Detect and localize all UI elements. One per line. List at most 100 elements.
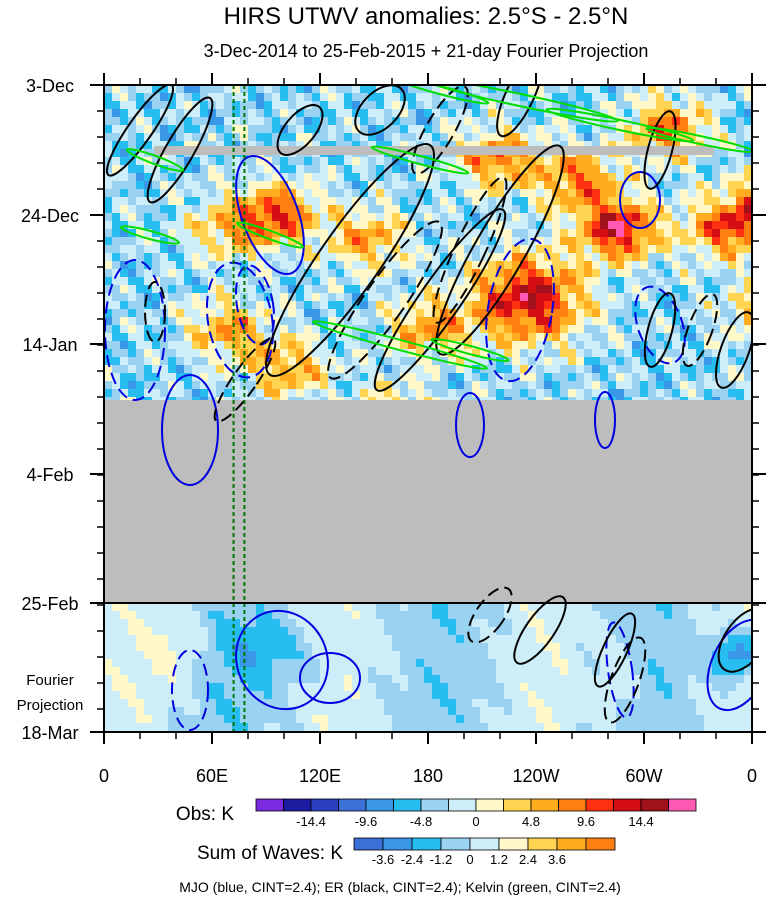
er-contour	[146, 96, 214, 204]
colorbar-swatch	[353, 837, 384, 851]
er-contour	[496, 85, 544, 138]
kelvin-contour	[120, 225, 180, 245]
reference-lines	[232, 85, 246, 732]
waves-colorbar-label: Sum of Waves: K	[197, 843, 343, 864]
colorbar-swatch	[393, 798, 422, 812]
er-contour	[681, 293, 719, 367]
er-contour	[354, 85, 406, 136]
colorbar-tick-label: -9.6	[355, 814, 377, 829]
y-axis-ticks: 3-Dec 24-Dec 14-Jan 4-Feb 25-Feb	[21, 76, 766, 733]
mjo-contour	[619, 171, 661, 229]
er-contour	[435, 144, 565, 356]
y-label-bottom: 18-Mar	[21, 723, 78, 743]
mjo-contour	[235, 609, 329, 711]
colorbar-swatch	[530, 798, 559, 812]
colorbar-swatch	[498, 837, 529, 851]
colorbar-tick-label: 14.4	[628, 814, 653, 829]
kelvin-contour	[545, 107, 695, 143]
colorbar-tick-label: 3.6	[548, 852, 566, 867]
mjo-contour	[706, 618, 752, 712]
colorbar-tick-label: 4.8	[522, 814, 540, 829]
mjo-contour	[455, 392, 485, 458]
colorbar-swatch	[527, 837, 558, 851]
er-contour	[593, 612, 637, 688]
obs-colorbar: Obs: K -14.4 -9.6 -4.8 0 4.8 9.6 14.4	[176, 798, 697, 829]
projection-label-line1: Fourier	[26, 672, 74, 689]
kelvin-contour	[236, 221, 304, 249]
er-contour	[715, 311, 752, 389]
y-tick-label: 14-Jan	[22, 335, 77, 355]
y-tick-label: 24-Dec	[21, 206, 79, 226]
chart-subtitle: 3-Dec-2014 to 25-Feb-2015 + 21-day Fouri…	[204, 41, 649, 61]
er-contour	[643, 292, 677, 368]
colorbar-swatch	[440, 837, 471, 851]
y-tick-label: 4-Feb	[26, 465, 73, 485]
mjo-contour	[594, 391, 616, 449]
colorbar-swatch	[503, 798, 532, 812]
waves-colorbar: Sum of Waves: K -3.6 -2.4 -1.2 0 1.2 2.4 3.6	[197, 837, 616, 867]
er-contour	[432, 176, 508, 324]
colorbar-swatch	[255, 798, 284, 812]
colorbar-swatch	[448, 798, 477, 812]
kelvin-contour	[421, 85, 619, 123]
colorbar-swatch	[668, 798, 697, 812]
colorbar-tick-label: -3.6	[372, 852, 394, 867]
x-axis-ticks: 0 60E 120E 180 120W 60W 0	[99, 73, 757, 786]
x-tick-label: 180	[413, 766, 443, 786]
er-contour	[327, 220, 443, 380]
colorbar-swatch	[283, 798, 312, 812]
y-tick-label: 3-Dec	[26, 76, 74, 96]
er-contour	[276, 104, 324, 156]
projected-anomaly-cells	[104, 603, 752, 732]
colorbar-swatch	[585, 798, 614, 812]
x-tick-label: 0	[747, 766, 757, 786]
er-contour	[717, 607, 752, 673]
colorbar-swatch	[585, 837, 616, 851]
colorbar-swatch	[613, 798, 642, 812]
y-tick-label: 25-Feb	[21, 594, 78, 614]
colorbar-swatch	[382, 837, 413, 851]
colorbar-swatch	[640, 798, 669, 812]
obs-colorbar-label: Obs: K	[176, 804, 234, 825]
colorbar-swatch	[475, 798, 504, 812]
plot-area	[103, 84, 753, 733]
kelvin-contour	[390, 85, 490, 105]
x-tick-label: 120W	[512, 766, 559, 786]
kelvin-contour	[645, 126, 752, 154]
er-contour	[213, 337, 277, 423]
colorbar-tick-label: -2.4	[401, 852, 423, 867]
x-tick-label: 120E	[299, 766, 341, 786]
kelvin-contour	[370, 145, 470, 175]
er-contour	[411, 85, 469, 175]
wave-legend: MJO (blue, CINT=2.4); ER (black, CINT=2.…	[179, 879, 621, 895]
mjo-contour	[161, 374, 219, 486]
mjo-contour	[605, 621, 635, 719]
colorbar-tick-label: 1.2	[490, 852, 508, 867]
colorbar-tick-label: -14.4	[296, 814, 326, 829]
x-tick-label: 0	[99, 766, 109, 786]
projection-label-line2: Projection	[17, 697, 84, 714]
x-tick-label: 60W	[625, 766, 662, 786]
colorbar-swatch	[365, 798, 394, 812]
colorbar-tick-label: 0	[466, 852, 473, 867]
colorbar-tick-label: 2.4	[519, 852, 537, 867]
mjo-contour	[171, 649, 209, 731]
er-contour	[513, 595, 567, 665]
colorbar-swatch	[556, 837, 587, 851]
mjo-contour	[235, 154, 305, 276]
kelvin-contour	[430, 337, 510, 363]
colorbar-tick-label: -1.2	[430, 852, 452, 867]
x-tick-label: 60E	[196, 766, 228, 786]
chart-title: HIRS UTWV anomalies: 2.5°S - 2.5°N	[224, 3, 629, 30]
colorbar-tick-label: 0	[472, 814, 479, 829]
colorbar-tick-label: -4.8	[410, 814, 432, 829]
er-contour	[105, 85, 175, 177]
kelvin-contour	[125, 148, 185, 172]
missing-data-block	[104, 400, 752, 603]
mjo-contour	[634, 285, 686, 365]
kelvin-contour	[312, 320, 488, 370]
colorbar-swatch	[558, 798, 587, 812]
mjo-contour	[299, 652, 361, 704]
wave-contours	[104, 85, 752, 731]
